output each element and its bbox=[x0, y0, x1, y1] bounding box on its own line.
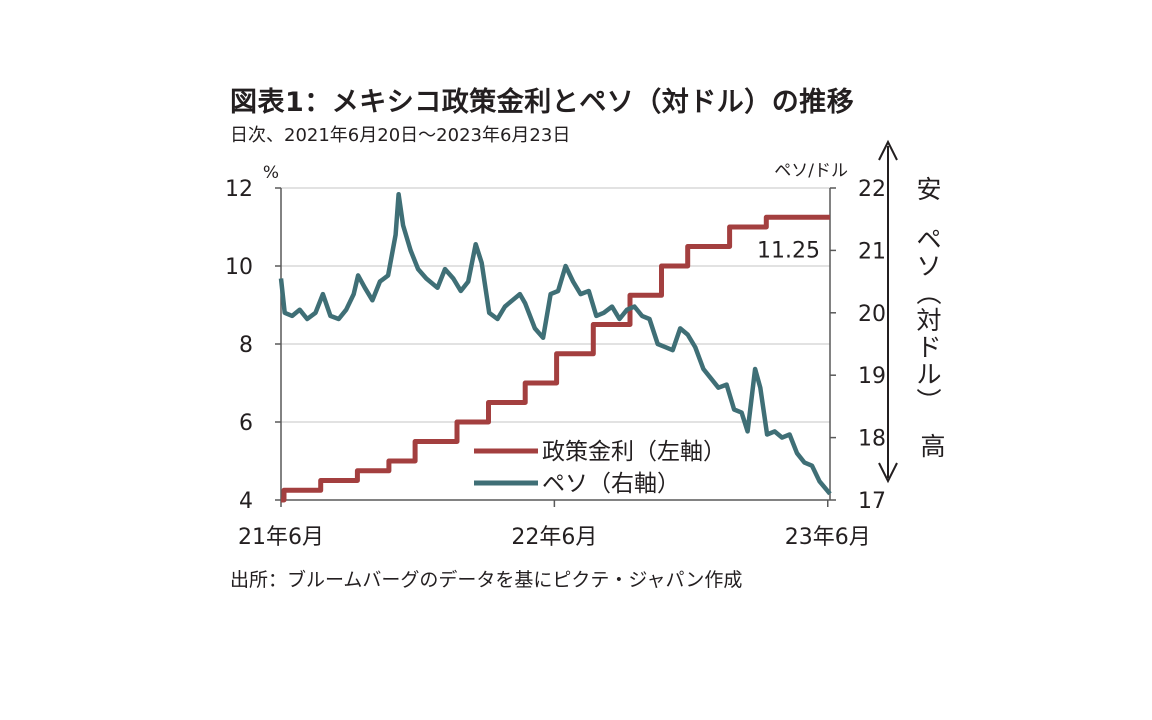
legend-label: ペソ（右軸） bbox=[542, 471, 680, 497]
right-tick-label: 20 bbox=[858, 302, 886, 327]
x-tick-label: 22年6月 bbox=[511, 525, 597, 550]
annotation-top: 安 bbox=[916, 175, 941, 204]
right-tick-label: 17 bbox=[858, 489, 886, 514]
arrow-down-icon bbox=[878, 462, 898, 484]
series-lines bbox=[278, 191, 832, 503]
right-tick-label: 22 bbox=[858, 177, 886, 202]
annotation-middle: ペソ︵対ドル︶ bbox=[916, 225, 941, 416]
legend-label: 政策金利（左軸） bbox=[542, 439, 726, 465]
gridlines bbox=[281, 187, 830, 423]
right-tick-label: 21 bbox=[858, 239, 886, 264]
right-tick-label: 18 bbox=[858, 427, 886, 452]
left-axis-unit: % bbox=[263, 163, 279, 183]
x-tick-label: 21年6月 bbox=[238, 525, 324, 550]
right-axis-unit: ペソ/ドル bbox=[774, 161, 848, 181]
x-tick-label: 23年6月 bbox=[785, 525, 871, 550]
peso-line bbox=[278, 191, 832, 496]
left-tick-label: 12 bbox=[225, 177, 253, 202]
source-note: 出所：ブルームバーグのデータを基にピクテ・ジャパン作成 bbox=[230, 569, 743, 591]
left-tick-label: 8 bbox=[239, 333, 253, 358]
chart-subtitle: 日次、2021年6月20日～2023年6月23日 bbox=[230, 125, 571, 146]
left-tick-label: 10 bbox=[225, 255, 253, 280]
annotation-bottom: 高 bbox=[920, 432, 945, 461]
left-tick-label: 6 bbox=[239, 411, 253, 436]
policy-rate-end-label: 11.25 bbox=[757, 238, 820, 263]
right-tick-label: 19 bbox=[858, 364, 886, 389]
legend: 政策金利（左軸） ペソ（右軸） bbox=[474, 439, 726, 497]
right-annotation: 安高 ペソ︵対ドル︶ bbox=[878, 139, 946, 484]
arrow-up-icon bbox=[878, 139, 898, 161]
chart-title: 図表1：メキシコ政策金利とペソ（対ドル）の推移 bbox=[230, 87, 855, 118]
tick-labels: 4 6 8 10 12 17 18 19 20 21 22 21年6月 22年6月 23年6月% ペソ/ドル… bbox=[225, 161, 886, 550]
left-tick-label: 4 bbox=[239, 489, 253, 514]
policy-rate-line bbox=[281, 214, 830, 503]
